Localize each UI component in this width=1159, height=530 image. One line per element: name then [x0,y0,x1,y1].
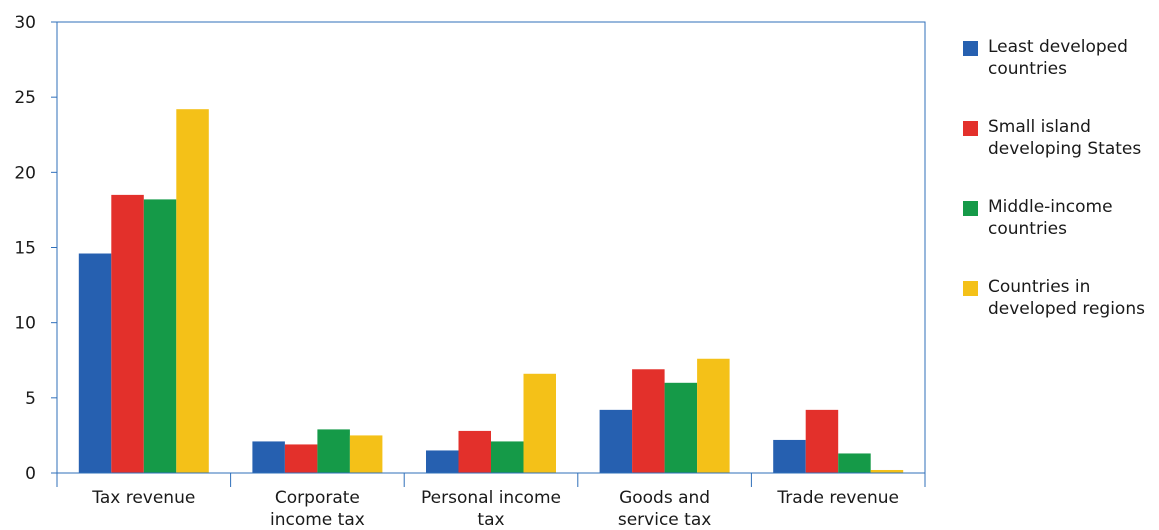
y-tick-label: 0 [25,464,36,484]
bar-series-3-category-2 [523,373,556,473]
legend-swatch [963,121,978,136]
legend-swatch [963,201,978,216]
bar-series-1-category-1 [284,444,318,473]
bar-series-2-category-2 [491,441,524,473]
bar-series-3-category-1 [349,435,383,473]
x-category-label: Trade revenue [776,488,899,508]
legend-item: Middle-income countries [963,196,1159,276]
bar-series-3-category-0 [176,109,209,473]
y-tick-label: 10 [14,314,36,334]
bar-series-1-category-3 [632,369,665,473]
y-tick-label: 30 [14,13,36,33]
x-category-label: Personal income tax [421,488,561,530]
x-category-label: Goods and service tax [618,488,711,530]
bar-series-1-category-0 [111,194,144,473]
legend-swatch [963,281,978,296]
bar-series-0-category-1 [252,441,285,473]
legend-label: Least developed countries [988,37,1128,79]
bar-series-3-category-3 [697,358,730,473]
y-tick-label: 5 [25,389,36,409]
bar-series-1-category-2 [458,430,491,473]
legend-item: Small island developing States [963,116,1159,196]
chart-legend: Least developed countries Small island deve… [963,36,1159,356]
bar-series-2-category-0 [143,199,177,473]
bar-series-0-category-4 [773,439,806,473]
y-axis-ticks: 0 5 10 15 20 25 30 [14,13,57,484]
legend-item: Countries in developed regions [963,276,1159,356]
bar-series-0-category-0 [78,253,112,473]
x-category-label: Corporate income tax [270,488,365,530]
bar-series-2-category-3 [664,382,698,473]
legend-item: Least developed countries [963,36,1159,116]
bar-series-0-category-3 [599,409,633,473]
bars-group [78,109,904,473]
bar-series-1-category-4 [805,409,839,473]
bar-series-3-category-4 [870,469,904,473]
legend-label: Middle-income countries [988,197,1113,239]
legend-label: Countries in developed regions [988,277,1145,319]
x-axis-categories: Tax revenue Corporate income tax Personal i… [56,473,926,530]
x-category-label: Tax revenue [91,488,195,508]
bar-series-0-category-2 [426,450,459,473]
legend-swatch [963,41,978,56]
y-tick-label: 15 [14,239,36,259]
bar-series-2-category-4 [838,453,871,473]
y-tick-label: 25 [14,88,36,108]
y-tick-label: 20 [14,163,36,183]
legend-label: Small island developing States [988,117,1142,159]
bar-series-2-category-1 [317,429,350,473]
